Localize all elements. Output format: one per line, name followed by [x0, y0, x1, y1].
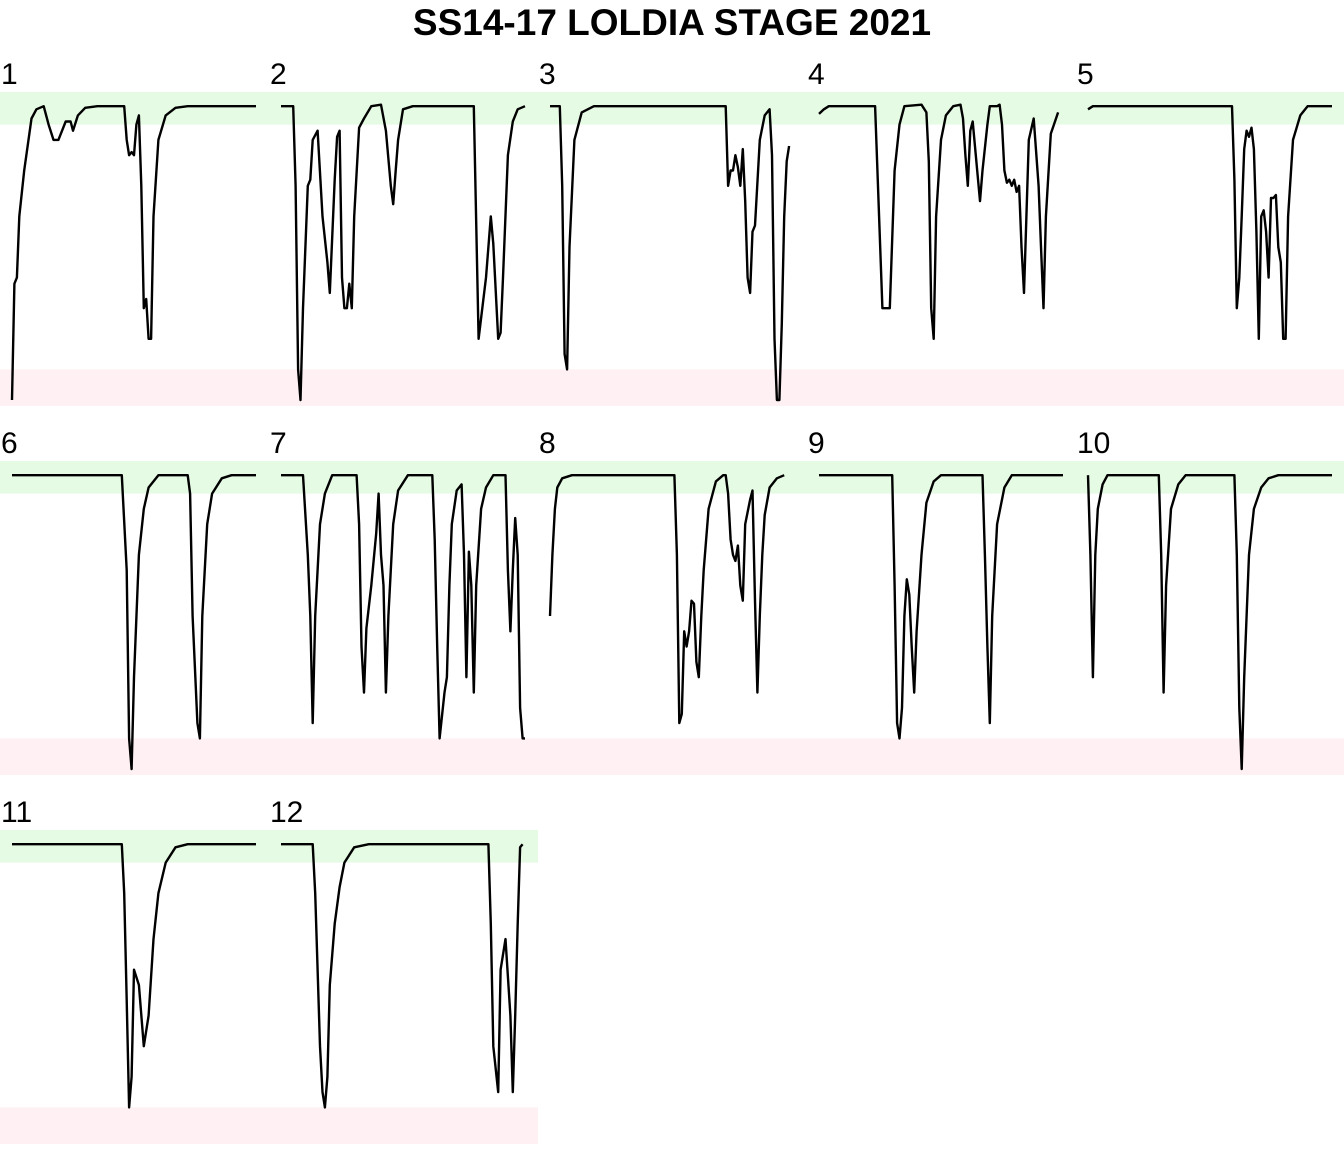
series-line — [550, 105, 791, 402]
panel-label: 3 — [539, 58, 556, 91]
series-line — [281, 843, 524, 1109]
panel-2: 2 — [270, 58, 526, 402]
upper-band — [0, 92, 1344, 125]
lower-band — [0, 738, 1344, 775]
series-line — [281, 474, 525, 740]
panel-label: 10 — [1077, 427, 1110, 460]
panel-12: 12 — [270, 796, 524, 1109]
upper-band — [0, 830, 538, 863]
panel-label: 2 — [270, 58, 287, 91]
panel-10: 10 — [1077, 427, 1332, 771]
panel-7: 7 — [270, 427, 525, 740]
series-line — [12, 474, 256, 771]
lower-band — [0, 369, 1344, 406]
panel-3: 3 — [539, 58, 791, 402]
panel-label: 4 — [808, 58, 825, 91]
upper-band — [0, 461, 1344, 494]
panel-label: 5 — [1077, 58, 1094, 91]
panel-label: 1 — [1, 58, 18, 91]
panel-4: 4 — [808, 58, 1060, 340]
series-line — [819, 474, 1063, 740]
panel-1: 1 — [1, 58, 256, 401]
series-line — [818, 103, 1060, 340]
panel-label: 6 — [1, 427, 18, 460]
panel-11: 11 — [1, 796, 256, 1109]
series-line — [12, 843, 256, 1109]
panel-label: 8 — [539, 427, 556, 460]
lower-band — [0, 1107, 538, 1144]
series-line — [1086, 474, 1332, 771]
panel-9: 9 — [808, 427, 1063, 740]
panel-6: 6 — [1, 427, 256, 771]
series-line — [281, 103, 526, 402]
panel-8: 8 — [539, 427, 785, 725]
panel-label: 7 — [270, 427, 287, 460]
panel-label: 12 — [270, 796, 303, 829]
chart-title: SS14-17 LOLDIA STAGE 2021 — [412, 2, 932, 43]
series-line — [10, 105, 256, 401]
panel-label: 9 — [808, 427, 825, 460]
panel-5: 5 — [1077, 58, 1332, 340]
series-line — [1087, 105, 1332, 340]
panel-label: 11 — [1, 796, 32, 829]
series-line — [548, 474, 785, 725]
